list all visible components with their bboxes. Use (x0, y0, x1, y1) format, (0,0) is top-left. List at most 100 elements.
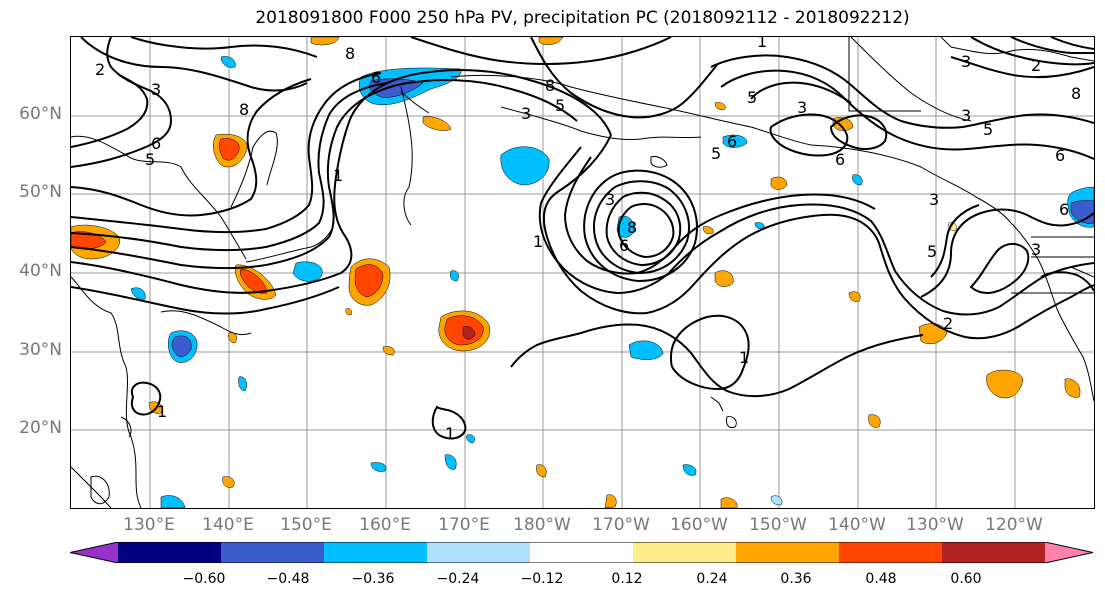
contour-label: 6 (619, 236, 629, 255)
precip-blob (848, 291, 861, 302)
colorbar-tick-label: 0.12 (611, 571, 643, 587)
lon-label-120w: 120°W (985, 515, 1043, 535)
precip-blob (444, 454, 457, 470)
colorbar-extend-max (1045, 542, 1093, 563)
lon-label-140w: 140°W (828, 515, 886, 535)
precip-blob (628, 340, 664, 360)
colorbar-tick-label: −0.48 (266, 571, 310, 587)
colorbar-segment (221, 542, 325, 563)
contour-label: 2 (95, 60, 105, 79)
contour-label: 1 (533, 232, 543, 251)
precip-blob (292, 261, 323, 282)
precip-blob (986, 369, 1024, 399)
contour-label: 2 (943, 314, 953, 333)
colorbar-tick-label: −0.60 (182, 571, 226, 587)
precip-blob (868, 414, 881, 428)
contour-label: 3 (961, 106, 971, 125)
contour-label: 3 (797, 98, 807, 117)
contour-label: 8 (627, 218, 637, 237)
colorbar-tick-label: 0.24 (696, 571, 728, 587)
colorbar-segment (324, 542, 428, 563)
precip-blob (310, 37, 340, 46)
colorbar-tick-label: 0.36 (780, 571, 812, 587)
contour-label: 6 (151, 134, 161, 153)
map-title: 2018091800 F000 250 hPa PV, precipitatio… (255, 8, 910, 28)
precip-blob (466, 434, 475, 444)
precip-blob (450, 270, 459, 282)
colorbar-canvas (69, 541, 1094, 564)
contour-label: 5 (927, 242, 937, 261)
contour-labels: 2 3 8 6 8 3 5 8 5 3 1 6 5 6 3 5 6 8 3 2 … (95, 37, 1081, 443)
colorbar-segment (839, 542, 943, 563)
lat-label-60n: 60°N (19, 104, 62, 124)
colorbar-segment (736, 542, 840, 563)
colorbar-segment (427, 542, 531, 563)
colorbar-tick-label: −0.36 (351, 571, 395, 587)
contour-label: 5 (747, 88, 757, 107)
contour-label: 5 (983, 120, 993, 139)
contour-label: 3 (521, 104, 531, 123)
lon-label-140e: 140°E (202, 515, 254, 535)
precip-blob (604, 494, 617, 508)
precip-blob (500, 146, 550, 186)
precip-blob (422, 116, 452, 131)
lat-label-50n: 50°N (19, 182, 62, 202)
precip-blob (720, 497, 738, 508)
precip-blob (714, 102, 726, 110)
precip-blob (918, 323, 948, 344)
contour-label: 8 (239, 100, 249, 119)
contour-label: 6 (1059, 200, 1069, 219)
precip-blob (222, 476, 235, 488)
precip-blob (1064, 378, 1081, 398)
lon-label-170w: 170°W (592, 515, 650, 535)
contour-label: 6 (1055, 146, 1065, 165)
lon-label-130w: 130°W (906, 515, 964, 535)
lon-label-130e: 130°E (123, 515, 175, 535)
contour-label: 5 (555, 96, 565, 115)
precip-blob (220, 56, 236, 68)
contour-label: 8 (345, 44, 355, 63)
contour-label: 3 (605, 190, 615, 209)
lon-label-160e: 160°E (359, 515, 411, 535)
precip-blob (714, 270, 734, 287)
precip-blob (130, 287, 146, 300)
contour-label: 6 (371, 68, 381, 87)
contour-label: 8 (1071, 84, 1081, 103)
colorbar-tick-label: −0.24 (436, 571, 480, 587)
precip-blob (238, 376, 247, 392)
precip-blob (382, 346, 395, 356)
contour-label: 3 (961, 52, 971, 71)
map-panel: 2 3 8 6 8 3 5 8 5 3 1 6 5 6 3 5 6 8 3 2 … (70, 36, 1095, 509)
precip-blob (852, 174, 863, 186)
lat-label-30n: 30°N (19, 340, 62, 360)
lat-label-20n: 20°N (19, 418, 62, 438)
lat-label-40n: 40°N (19, 261, 62, 281)
precip-blob (239, 268, 268, 294)
lon-label-170e: 170°E (438, 515, 490, 535)
lon-label-160w: 160°W (670, 515, 728, 535)
pv-contours (71, 37, 1094, 440)
precip-blob (770, 176, 788, 190)
precip-blob (702, 226, 714, 234)
graticule (71, 37, 1094, 508)
colorbar-segment (633, 542, 737, 563)
precip-blob (228, 332, 237, 344)
colorbar (69, 541, 1094, 564)
precip-blob (462, 326, 476, 340)
precip-blob (370, 462, 387, 472)
precip-blob (354, 264, 384, 298)
colorbar-tick-label: 0.60 (950, 571, 982, 587)
precip-blob (682, 464, 697, 476)
colorbar-tick-label: 0.48 (865, 571, 897, 587)
contour-label: 2 (1031, 56, 1041, 75)
colorbar-tick-label: −0.12 (520, 571, 564, 587)
contour-label: 5 (145, 150, 155, 169)
contour-label: 1 (445, 424, 455, 443)
colorbar-segment (118, 542, 222, 563)
contour-label: 1 (757, 37, 767, 51)
contour-label: 8 (545, 76, 555, 95)
precip-blob (345, 308, 352, 316)
precip-blob (536, 464, 547, 478)
contour-label: 3 (929, 190, 939, 209)
contour-label: 6 (727, 132, 737, 151)
